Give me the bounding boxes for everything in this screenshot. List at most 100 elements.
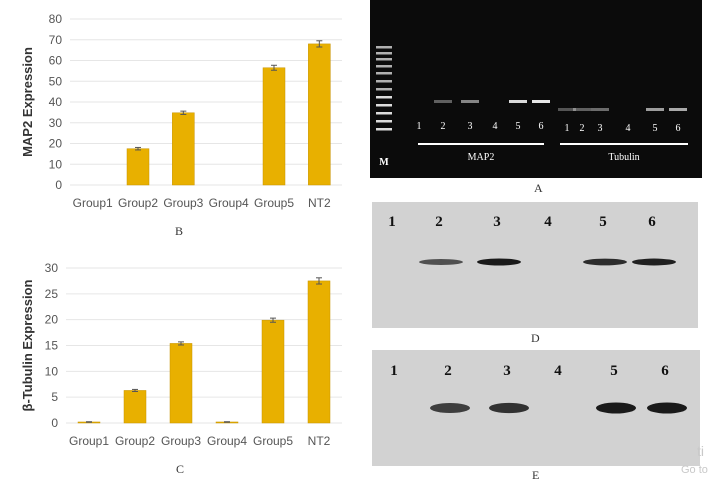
map2-chart-panel: 0 10 20 30 40 50 60 70 80 Group1 Group2 Group3 Group… xyxy=(18,0,356,222)
blot_e-lane-number: 3 xyxy=(503,363,511,379)
b-bar xyxy=(172,112,195,186)
b-category-label: NT2 xyxy=(308,196,331,210)
b-ytick-label: 20 xyxy=(49,137,63,151)
tubulin-band xyxy=(558,108,576,111)
b-ytick-label: 40 xyxy=(49,95,63,109)
tubulin-bar-chart: 0 5 10 15 20 25 30 Group1 Group2 Group3 Group4 Grou… xyxy=(20,261,342,448)
c-ytick-label: 15 xyxy=(45,339,59,353)
c-category-label: Group2 xyxy=(115,434,155,448)
blot-e-image: 1 2 3 4 5 6 xyxy=(390,363,687,414)
ladder-band xyxy=(376,72,392,75)
tubulin-band xyxy=(573,108,591,111)
b-category-label: Group1 xyxy=(73,196,113,210)
map2-lane-number: 2 xyxy=(441,121,446,132)
blot_d-lane-number: 4 xyxy=(544,214,552,230)
c-ylabel: β-Tubulin Expression xyxy=(20,279,35,411)
map2-lane-number: 1 xyxy=(417,121,422,132)
c-bar xyxy=(261,319,285,424)
map2-lane-number: 5 xyxy=(516,121,521,132)
map2-lane-number: 3 xyxy=(468,121,473,132)
b-ytick-label: 30 xyxy=(49,116,63,130)
c-bar xyxy=(123,390,147,424)
b-ytick-label: 60 xyxy=(49,54,63,68)
watermark-text-2: Go to xyxy=(681,464,708,476)
c-ytick-label: 25 xyxy=(45,287,59,301)
c-category-label: Group3 xyxy=(161,434,201,448)
c-ytick-label: 10 xyxy=(45,364,59,378)
tubulin-gel-label: Tubulin xyxy=(608,152,639,163)
b-ylabel: MAP2 Expression xyxy=(20,47,35,157)
ladder-band xyxy=(376,104,392,107)
b-bar xyxy=(126,148,150,186)
panel-c-caption: C xyxy=(176,462,185,476)
c-category-label: Group5 xyxy=(253,434,293,448)
panel-b-caption: B xyxy=(175,224,184,238)
ladder-band xyxy=(376,52,392,55)
map2-band xyxy=(532,100,550,103)
c-category-label: Group1 xyxy=(69,434,109,448)
c-category-label: NT2 xyxy=(308,434,331,448)
tubulin-lane-number: 3 xyxy=(598,123,603,134)
blot_d-band xyxy=(632,258,676,266)
c-bar xyxy=(307,280,331,424)
map2-lane-number: 4 xyxy=(493,121,498,132)
western-blot-e: 1 2 3 4 5 6 xyxy=(372,350,700,466)
map2-band xyxy=(461,100,479,103)
map2-bar-chart: 0 10 20 30 40 50 60 70 80 Group1 Group2 Group3 Group… xyxy=(20,12,342,210)
western-blot-d: 1 2 3 4 5 6 xyxy=(372,202,698,328)
b-category-label: Group5 xyxy=(254,196,294,210)
blot_e-lane-number: 5 xyxy=(610,363,618,379)
b-category-label: Group4 xyxy=(209,196,249,210)
blot_e-lane-number: 4 xyxy=(554,363,562,379)
marker-label: M xyxy=(379,157,389,168)
ladder-band xyxy=(376,88,392,91)
tubulin-lane-number: 4 xyxy=(626,123,631,134)
b-ytick-label: 80 xyxy=(49,12,63,26)
map2-band xyxy=(509,100,527,103)
ladder-band xyxy=(376,80,392,83)
blot_e-lane-number: 2 xyxy=(444,363,452,379)
map2-bracket-line xyxy=(418,143,544,145)
tubulin-band xyxy=(669,108,687,111)
ladder-band xyxy=(376,128,392,131)
ladder-band xyxy=(376,120,392,123)
panel-e-caption: E xyxy=(532,468,540,482)
blot_d-band xyxy=(419,258,463,266)
b-ytick-label: 10 xyxy=(49,157,63,171)
blot_e-lane-number: 1 xyxy=(390,363,398,379)
tubulin-chart-panel: 0 5 10 15 20 25 30 Group1 Group2 Group3 Group4 Grou… xyxy=(18,250,356,458)
c-ytick-label: 0 xyxy=(51,416,58,430)
tubulin-band xyxy=(591,108,609,111)
blot_d-lane-number: 5 xyxy=(599,214,607,230)
watermark-text-1: ti xyxy=(697,443,704,459)
blot_e-lane-number: 6 xyxy=(661,363,669,379)
b-category-label: Group2 xyxy=(118,196,158,210)
blot_e-band xyxy=(596,402,636,414)
ladder-band xyxy=(376,112,392,115)
blot_e-band xyxy=(647,402,687,414)
b-ytick-label: 70 xyxy=(49,33,63,47)
blot_d-lane-number: 6 xyxy=(648,214,656,230)
tubulin-lane-number: 1 xyxy=(565,123,570,134)
b-bar xyxy=(262,67,286,186)
c-ytick-label: 30 xyxy=(45,261,59,275)
tubulin-bracket-line xyxy=(560,143,688,145)
blot_d-lane-number: 2 xyxy=(435,214,443,230)
tubulin-lane-number: 2 xyxy=(580,123,585,134)
panel-a-caption: A xyxy=(534,181,543,195)
panel-d-caption: D xyxy=(531,331,540,345)
tubulin-band xyxy=(646,108,664,111)
c-category-label: Group4 xyxy=(207,434,247,448)
ladder-band xyxy=(376,96,392,99)
blot_d-band xyxy=(583,258,627,266)
blot_d-band xyxy=(477,258,521,266)
blot_e-band xyxy=(489,402,529,414)
blot_d-lane-number: 3 xyxy=(493,214,501,230)
b-category-label: Group3 xyxy=(163,196,203,210)
ladder-band xyxy=(376,46,392,49)
c-bar xyxy=(169,343,193,424)
blot_e-band xyxy=(430,402,470,414)
b-ytick-label: 0 xyxy=(55,178,62,192)
c-ytick-label: 5 xyxy=(51,390,58,404)
